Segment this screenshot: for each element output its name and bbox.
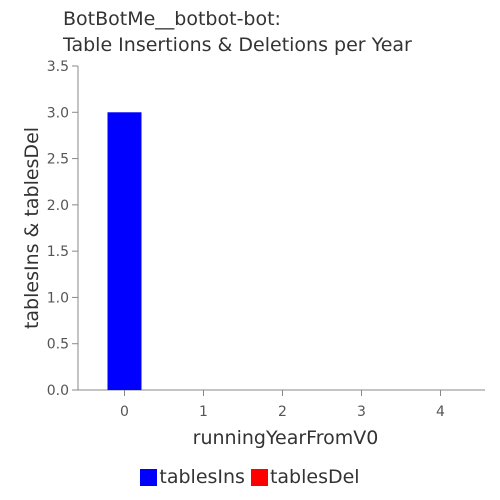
legend-swatch-tablesdel <box>250 468 268 486</box>
legend-item-tablesins[interactable]: tablesIns <box>140 466 245 488</box>
y-tick-label: 0.5 <box>47 337 69 353</box>
y-tick-label: 3.0 <box>47 105 69 121</box>
x-axis: 0 1 2 3 4 <box>78 389 485 420</box>
y-tick-label: 3.5 <box>47 59 69 75</box>
x-tick-label: 2 <box>278 404 287 420</box>
legend: tablesIns tablesDel <box>0 466 500 488</box>
x-tick-label: 1 <box>199 404 208 420</box>
x-axis-label: runningYearFromV0 <box>193 427 379 449</box>
y-axis: 0.0 0.5 1.0 1.5 2.0 2.5 3.0 3.5 <box>47 59 79 399</box>
y-tick-label: 2.5 <box>47 152 69 168</box>
x-tick-label: 4 <box>436 404 445 420</box>
legend-swatch-tablesins <box>140 468 158 486</box>
bars <box>107 112 142 391</box>
y-tick-label: 1.5 <box>47 244 69 260</box>
y-tick-label: 1.0 <box>47 290 69 306</box>
y-tick-label: 2.0 <box>47 198 69 214</box>
chart-title-line-2: Table Insertions & Deletions per Year <box>63 34 412 56</box>
chart-title-line-1: BotBotMe__botbot-bot: <box>63 8 281 30</box>
chart-title: BotBotMe__botbot-bot: Table Insertions &… <box>63 6 412 58</box>
bar-tablesins-0[interactable] <box>107 112 142 391</box>
legend-label-tablesins: tablesIns <box>159 466 245 488</box>
x-tick-label: 0 <box>120 404 129 420</box>
y-tick-label: 0.0 <box>47 383 69 399</box>
y-axis-label: tablesIns & tablesDel <box>21 127 43 329</box>
x-tick-label: 3 <box>357 404 366 420</box>
legend-item-tablesdel[interactable]: tablesDel <box>250 466 360 488</box>
legend-label-tablesdel: tablesDel <box>269 466 360 488</box>
